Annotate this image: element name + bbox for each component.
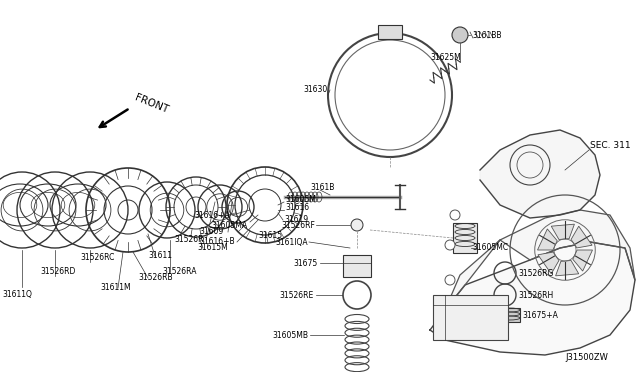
Bar (453, 223, 477, 253)
Polygon shape (551, 224, 575, 240)
Text: 31625M: 31625M (430, 52, 461, 61)
Text: 31615M: 31615M (197, 244, 228, 253)
Text: SEC. 311: SEC. 311 (590, 141, 630, 150)
Text: 31611Q: 31611Q (2, 291, 32, 299)
Polygon shape (571, 226, 592, 248)
Text: 3161B: 3161B (310, 183, 334, 192)
Text: 31605MB: 31605MB (272, 330, 308, 340)
Text: 31619: 31619 (284, 215, 308, 224)
Circle shape (445, 315, 455, 325)
Text: 31605MC: 31605MC (472, 244, 508, 253)
Bar (498, 308, 520, 322)
Text: 31605MA: 31605MA (212, 221, 248, 230)
Text: 31526RF: 31526RF (281, 221, 315, 230)
Text: 31526RD: 31526RD (40, 267, 76, 276)
Text: FRONT: FRONT (133, 93, 170, 115)
Text: 31611M: 31611M (100, 283, 131, 292)
Polygon shape (430, 242, 635, 355)
Polygon shape (573, 250, 593, 271)
Text: 31526RH: 31526RH (518, 291, 553, 299)
Polygon shape (538, 229, 557, 250)
Polygon shape (445, 210, 635, 310)
Polygon shape (480, 130, 600, 218)
Circle shape (452, 27, 468, 43)
Text: 31526RB: 31526RB (138, 273, 173, 282)
Bar (378, 25, 402, 39)
Text: 31615: 31615 (258, 231, 282, 240)
Circle shape (351, 219, 363, 231)
Text: 31526R: 31526R (175, 235, 204, 244)
Text: 31611: 31611 (148, 251, 172, 260)
Text: 31609: 31609 (200, 228, 224, 237)
Text: J31500ZW: J31500ZW (565, 353, 608, 362)
Text: 31675: 31675 (294, 259, 318, 267)
Circle shape (450, 210, 460, 220)
Bar (433, 295, 508, 340)
Circle shape (445, 240, 455, 250)
Circle shape (445, 275, 455, 285)
Text: 31526RA: 31526RA (162, 267, 196, 276)
Polygon shape (556, 260, 579, 276)
Text: 31526RG: 31526RG (518, 269, 554, 278)
Text: 31630: 31630 (304, 86, 328, 94)
Bar (343, 255, 371, 277)
Text: 31616+B: 31616+B (200, 237, 235, 247)
Polygon shape (538, 252, 559, 274)
Text: 3161IQA: 3161IQA (275, 237, 308, 247)
Text: 31616+A: 31616+A (195, 211, 230, 219)
Text: 31616: 31616 (285, 203, 309, 212)
Text: 31526RE: 31526RE (280, 291, 314, 299)
Text: 3161BB: 3161BB (472, 31, 502, 39)
Text: 31526RC: 31526RC (80, 253, 115, 263)
Text: 31675+A: 31675+A (522, 311, 558, 320)
Text: 31605M: 31605M (285, 196, 316, 205)
